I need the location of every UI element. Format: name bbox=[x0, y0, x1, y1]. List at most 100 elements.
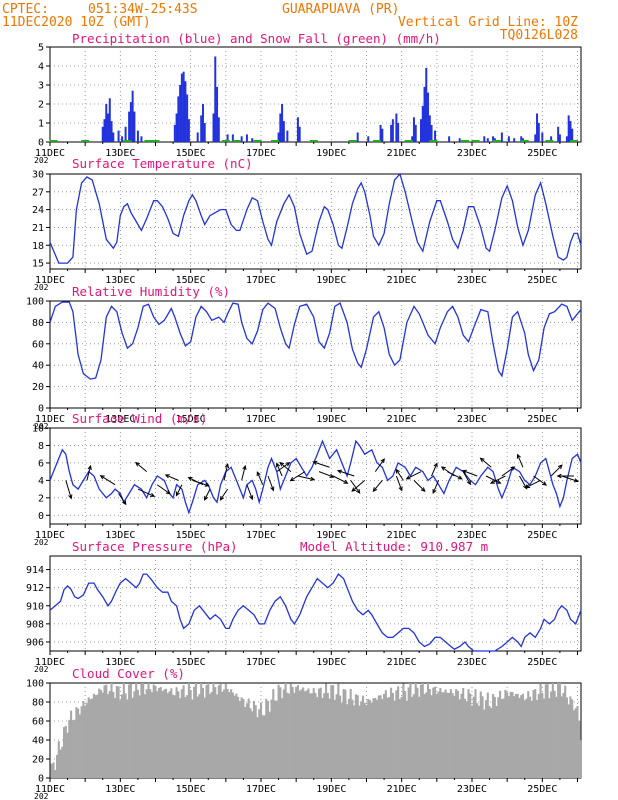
wind-arrow-shaft bbox=[462, 470, 478, 477]
x-tick-label: 13DEC bbox=[105, 148, 135, 159]
wind-arrow-shaft bbox=[86, 465, 92, 481]
precip-bar bbox=[131, 90, 134, 142]
precip-bar bbox=[492, 136, 495, 142]
wind-arrow bbox=[241, 464, 247, 481]
precip-bar bbox=[121, 136, 124, 142]
wind-arrow-shaft bbox=[413, 480, 426, 492]
cloud-bar bbox=[205, 685, 208, 778]
cloud-bar bbox=[328, 698, 331, 778]
wind-arrow-shaft bbox=[374, 458, 385, 472]
cloud-bar bbox=[140, 683, 143, 778]
precip-bar bbox=[136, 130, 139, 142]
wind-arrow-head bbox=[204, 482, 210, 487]
precip-bar bbox=[173, 124, 176, 142]
cloud-bar bbox=[309, 693, 312, 778]
cloud-bar bbox=[119, 700, 122, 778]
cloud-bar bbox=[504, 689, 507, 778]
cloud-bar bbox=[490, 707, 493, 778]
y-tick-label: 5 bbox=[38, 43, 44, 54]
wind-arrow-shaft bbox=[318, 471, 334, 478]
cloud-bar bbox=[131, 697, 134, 778]
precip-bar bbox=[196, 132, 199, 142]
wind-arrow-head bbox=[556, 473, 562, 479]
wind-arrow-shaft bbox=[432, 480, 440, 494]
cloud-bar bbox=[296, 685, 299, 778]
cloud-bar bbox=[469, 693, 472, 778]
cloud-bar bbox=[509, 691, 512, 778]
x-tick-label: 13DEC bbox=[105, 784, 135, 795]
cloud-bar bbox=[133, 691, 136, 778]
precip-bar bbox=[434, 130, 437, 142]
year-label: 202 bbox=[34, 665, 49, 674]
cloud-bar bbox=[298, 690, 301, 778]
cloud-bar bbox=[398, 699, 401, 778]
wind-arrow bbox=[219, 488, 229, 501]
panel-frame bbox=[49, 555, 582, 652]
cloud-bar bbox=[451, 693, 454, 778]
cloud-bar bbox=[499, 690, 502, 778]
cloud-bar bbox=[82, 701, 85, 778]
cloud-bar bbox=[73, 719, 76, 778]
x-tick-label: 25DEC bbox=[527, 148, 557, 159]
precip-bar bbox=[101, 126, 104, 142]
cloud-bar bbox=[467, 689, 470, 778]
cloud-bar bbox=[55, 754, 59, 778]
cloud-bar bbox=[200, 683, 203, 778]
cloud-bar bbox=[365, 704, 368, 778]
cloud-bar bbox=[252, 701, 256, 778]
cloud-bar bbox=[390, 687, 393, 778]
cloud-bar bbox=[411, 696, 414, 778]
y-tick-label: 0 bbox=[38, 774, 44, 785]
wind-arrow-head bbox=[457, 475, 463, 480]
panel-title: Surface Pressure (hPa) bbox=[72, 539, 238, 554]
cloud-bar bbox=[286, 692, 289, 778]
cloud-bar bbox=[52, 762, 55, 778]
cloud-bar bbox=[550, 691, 553, 778]
cloud-bar bbox=[274, 700, 277, 778]
snow-bar bbox=[460, 140, 469, 142]
cloud-bar bbox=[166, 693, 169, 778]
wind-arrow bbox=[405, 471, 422, 480]
precip-bar bbox=[175, 113, 178, 142]
cloud-bar bbox=[572, 710, 576, 778]
cloud-bar bbox=[159, 687, 162, 778]
wind-arrow-shaft bbox=[372, 480, 383, 492]
wind-arrow-head bbox=[279, 461, 285, 467]
wind-arrow bbox=[525, 479, 541, 489]
cloud-bar bbox=[198, 694, 201, 778]
cloud-bar bbox=[460, 693, 463, 778]
cloud-bar bbox=[441, 692, 444, 778]
x-tick-label: 23DEC bbox=[457, 784, 487, 795]
wind-arrow-head bbox=[573, 478, 579, 483]
cloud-bar bbox=[416, 687, 419, 778]
wind-arrow-shaft bbox=[276, 463, 283, 477]
x-tick-label: 25DEC bbox=[527, 414, 557, 425]
cloud-bar bbox=[145, 689, 148, 778]
wind-arrow-head bbox=[420, 487, 426, 492]
x-tick-label: 13DEC bbox=[105, 530, 135, 541]
x-tick-label: 23DEC bbox=[457, 148, 487, 159]
cloud-bar bbox=[449, 689, 452, 778]
x-tick-label: 21DEC bbox=[387, 657, 417, 668]
header-grid-note: Vertical Grid Line: 10Z bbox=[398, 15, 578, 30]
cloud-bar bbox=[465, 701, 468, 778]
precip-bar bbox=[240, 136, 243, 142]
cloud-bar bbox=[358, 705, 361, 778]
cloud-bar bbox=[289, 683, 292, 778]
wind-arrow-head bbox=[187, 477, 193, 481]
cloud-bar bbox=[407, 687, 410, 778]
snow-bar bbox=[471, 140, 480, 142]
precip-bar bbox=[105, 104, 108, 142]
cloud-bar bbox=[486, 692, 489, 778]
cloud-bar bbox=[75, 707, 78, 778]
cloud-bar bbox=[300, 689, 303, 778]
wind-arrow-shaft bbox=[517, 454, 524, 468]
cloud-bar bbox=[388, 697, 391, 778]
cloud-bar bbox=[182, 685, 185, 778]
cloud-bar bbox=[126, 699, 129, 778]
temperature-panel: Surface Temperature (nC) 15 18 21 24 27 30 11DE… bbox=[32, 156, 582, 292]
wind-arrow-shaft bbox=[279, 462, 292, 473]
year-label: 202 bbox=[34, 156, 49, 165]
cloud-bar bbox=[528, 696, 532, 778]
cloud-bar bbox=[495, 706, 498, 778]
